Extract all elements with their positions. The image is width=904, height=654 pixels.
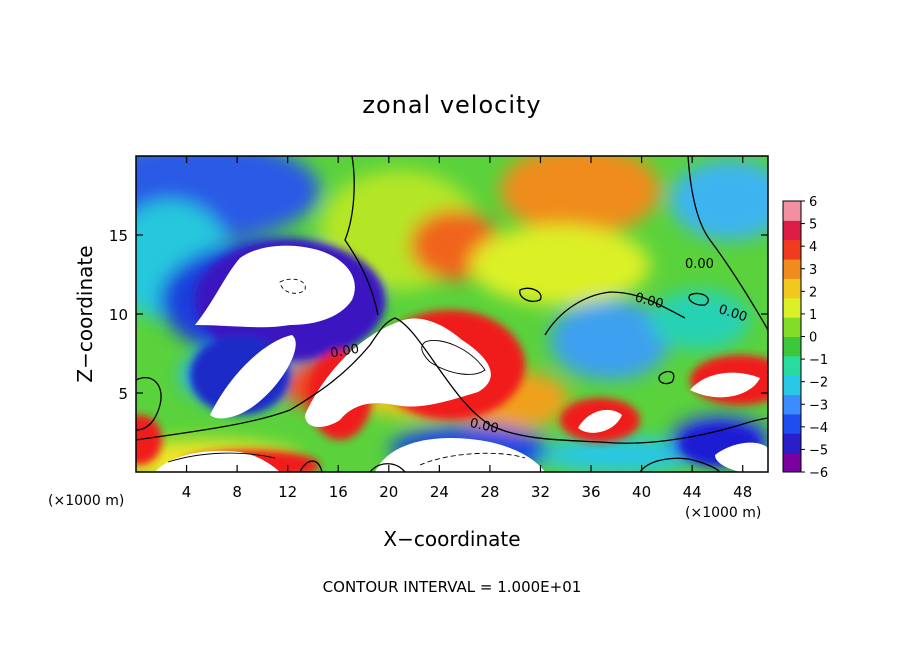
colorbar-tick-label: 5	[809, 218, 817, 233]
saturated-region	[690, 372, 760, 398]
field-blob	[550, 300, 670, 380]
colorbar-segment	[783, 201, 801, 221]
y-tick-label: 5	[118, 385, 128, 403]
colorbar-tick-label: 4	[809, 240, 817, 255]
y-axis-units: (×1000 m)	[48, 493, 124, 509]
y-axis: 5 10 15	[109, 227, 768, 403]
x-tick-label: 24	[430, 483, 449, 501]
x-tick-label: 40	[632, 483, 651, 501]
contour-line	[421, 340, 486, 375]
colorbar-tick-label: −3	[809, 398, 828, 413]
colorbar-segment	[783, 375, 801, 396]
contour-interval-text: CONTOUR INTERVAL = 1.000E+01	[323, 578, 582, 596]
contour-line	[687, 156, 768, 331]
colorbar-segment	[783, 452, 801, 473]
x-tick-label: 8	[232, 483, 242, 501]
heatmap-field: 0.00 0.00 0.00 0.00 0.00	[136, 156, 768, 472]
contour-line	[136, 377, 162, 431]
colorbar-segment	[783, 297, 801, 318]
y-tick-label: 15	[109, 227, 128, 245]
contour-line	[544, 291, 686, 336]
contour-line	[167, 452, 276, 463]
colorbar-tick-label: −4	[809, 421, 828, 436]
colorbar-segment	[783, 355, 801, 376]
contour-line	[658, 370, 675, 385]
colorbar-segment	[783, 278, 801, 299]
contour-label: 0.00	[329, 342, 360, 362]
field-blob	[500, 156, 660, 235]
colorbar-tick-label: −6	[809, 466, 828, 481]
colorbar-segment	[783, 336, 801, 357]
x-tick-label: 36	[581, 483, 600, 501]
x-tick-label: 48	[733, 483, 752, 501]
field-blob	[650, 290, 750, 350]
x-tick-label: 12	[278, 483, 297, 501]
x-tick-label: 20	[379, 483, 398, 501]
x-tick-label: 4	[182, 483, 192, 501]
colorbar-segment	[783, 239, 801, 260]
x-tick-label: 44	[683, 483, 702, 501]
colorbar-tick-label: 0	[809, 331, 817, 346]
colorbar-tick-label: 1	[809, 308, 817, 323]
x-axis-units: (×1000 m)	[685, 505, 761, 521]
contour-line	[688, 292, 709, 306]
x-tick-label: 28	[480, 483, 499, 501]
saturated-region	[195, 245, 355, 328]
field-blob	[470, 225, 650, 305]
field-blob	[670, 160, 768, 240]
x-tick-label: 32	[531, 483, 550, 501]
contour-label: 0.00	[633, 290, 665, 312]
colorbar-tick-label: 6	[809, 195, 817, 210]
contour-label: 0.00	[685, 257, 714, 272]
y-axis-title: Z−coordinate	[73, 245, 97, 382]
contour-line	[519, 287, 542, 302]
colorbar-tick-label: −2	[809, 376, 828, 391]
contour-line	[639, 457, 721, 472]
colorbar-segment	[783, 394, 801, 415]
colorbar-segment	[783, 413, 801, 434]
colorbar-tick-label: −5	[809, 443, 828, 458]
colorbar: 6 5 4 3 2 1 0 −1 −2 −3 −4 −5 −6	[782, 195, 828, 481]
contour-line	[299, 460, 323, 472]
contour-line	[369, 463, 406, 472]
saturated-region	[305, 318, 491, 427]
colorbar-segment	[783, 433, 801, 454]
colorbar-segment	[783, 317, 801, 337]
colorbar-tick-label: 3	[809, 263, 817, 278]
colorbar-tick-label: −1	[809, 353, 828, 368]
contour-line	[344, 156, 379, 316]
field-ring	[136, 415, 162, 465]
contour-line	[136, 317, 768, 444]
x-axis-title: X−coordinate	[383, 527, 520, 551]
saturated-region	[578, 409, 622, 433]
x-axis: 4 8 12 16 20 24 28 32 36 40 44 48	[182, 156, 752, 501]
chart-title: zonal velocity	[362, 91, 541, 119]
saturated-region	[715, 442, 768, 472]
saturated-region	[210, 335, 296, 419]
x-tick-label: 16	[329, 483, 348, 501]
field-blob	[540, 437, 700, 472]
contour-label: 0.00	[468, 416, 499, 437]
y-tick-label: 10	[109, 306, 128, 324]
colorbar-segment	[783, 259, 801, 279]
colorbar-segment	[783, 220, 801, 241]
colorbar-tick-label: 2	[809, 285, 817, 300]
contour-line	[419, 452, 526, 466]
